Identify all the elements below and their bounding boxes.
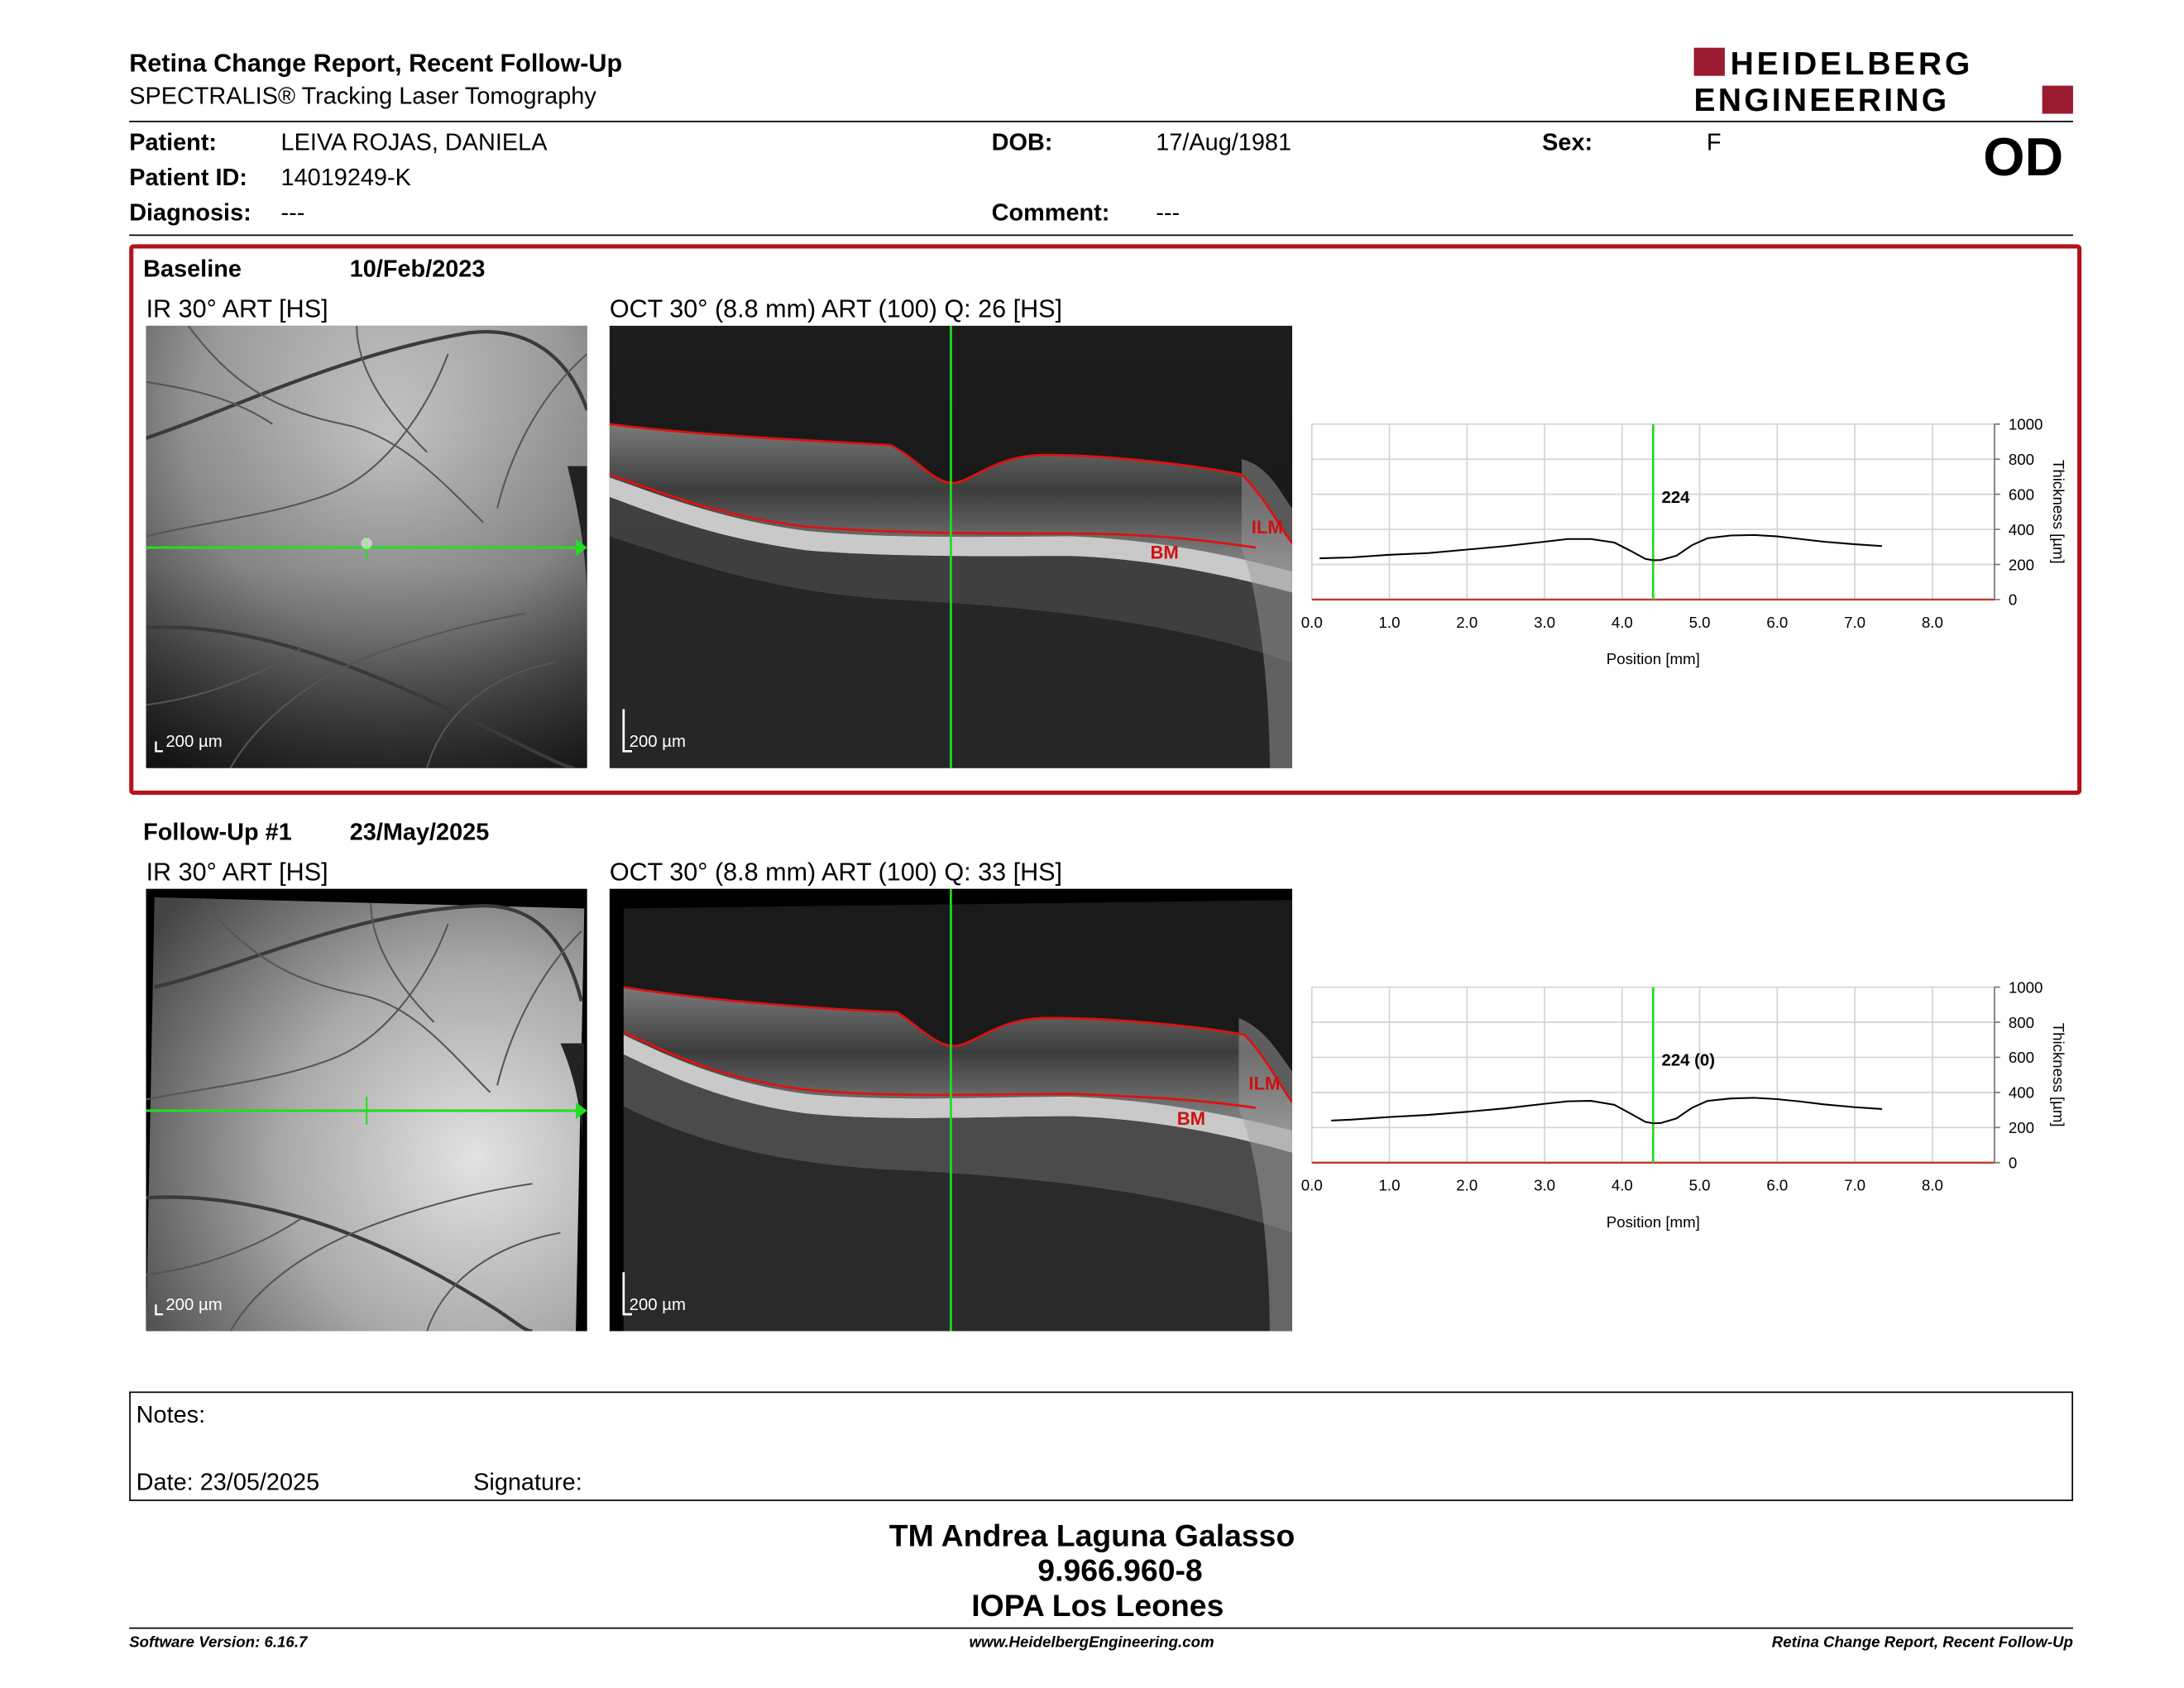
x-tick-label: 6.0 bbox=[1766, 614, 1788, 631]
x-tick-label: 7.0 bbox=[1844, 614, 1866, 631]
cursor-value-label: 224 bbox=[1661, 489, 1690, 507]
notes-label: Notes: bbox=[136, 1401, 206, 1428]
footer-website[interactable]: www.HeidelbergEngineering.com bbox=[969, 1634, 1214, 1652]
patient-id-label: Patient ID: bbox=[129, 164, 247, 191]
notes-box bbox=[129, 1391, 2073, 1501]
thickness-series-line bbox=[1331, 1097, 1882, 1125]
diagnosis-value: --- bbox=[280, 199, 305, 227]
sex-value: F bbox=[1706, 129, 1722, 156]
dob-label: DOB: bbox=[991, 129, 1053, 156]
baseline-ir-scale: 200 µm bbox=[165, 731, 223, 752]
y-axis-label: Thickness [µm] bbox=[2050, 460, 2067, 564]
x-tick-label: 3.0 bbox=[1534, 1177, 1555, 1194]
footer-report-name: Retina Change Report, Recent Follow-Up bbox=[1771, 1634, 2073, 1652]
y-tick-label: 200 bbox=[2009, 1119, 2034, 1136]
x-tick-label: 0.0 bbox=[1301, 614, 1323, 631]
baseline-oct-image: ILM BM 200 µm bbox=[609, 325, 1292, 768]
x-tick-label: 1.0 bbox=[1379, 614, 1401, 631]
comment-label: Comment: bbox=[991, 199, 1110, 227]
thickness-series-line bbox=[1320, 533, 1882, 562]
followup-ir-image: 200 µm bbox=[146, 888, 587, 1332]
header-rule bbox=[129, 121, 2073, 122]
baseline-highlight-box bbox=[129, 244, 2082, 795]
x-tick-label: 5.0 bbox=[1689, 1177, 1711, 1194]
y-axis-label: Thickness [µm] bbox=[2050, 1023, 2067, 1127]
followup-ir-scale: 200 µm bbox=[165, 1294, 223, 1315]
patient-label: Patient: bbox=[129, 129, 218, 156]
x-tick-label: 8.0 bbox=[1922, 614, 1943, 631]
y-tick-label: 0 bbox=[2009, 591, 2017, 609]
x-tick-label: 0.0 bbox=[1301, 1177, 1323, 1194]
followup-date: 23/May/2025 bbox=[349, 818, 490, 846]
baseline-oct-scale: 200 µm bbox=[629, 731, 686, 752]
svg-text:BM: BM bbox=[1177, 1108, 1205, 1129]
eye-indicator: OD bbox=[1983, 129, 2064, 189]
comment-value: --- bbox=[1156, 199, 1181, 227]
y-tick-label: 400 bbox=[2009, 1084, 2034, 1102]
svg-text:ILM: ILM bbox=[1248, 1073, 1280, 1093]
notes-date: Date: 23/05/2025 bbox=[136, 1468, 320, 1496]
diagnosis-label: Diagnosis: bbox=[129, 199, 251, 227]
svg-text:BM: BM bbox=[1150, 543, 1178, 563]
x-tick-label: 3.0 bbox=[1534, 614, 1555, 631]
y-tick-label: 400 bbox=[2009, 521, 2034, 538]
svg-text:HEIDELBERG: HEIDELBERG bbox=[1731, 46, 1973, 82]
x-tick-label: 2.0 bbox=[1456, 614, 1478, 631]
y-tick-label: 1000 bbox=[2009, 978, 2043, 996]
svg-text:ENGINEERING: ENGINEERING bbox=[1694, 83, 1950, 117]
x-tick-label: 1.0 bbox=[1379, 1177, 1401, 1194]
followup-oct-image: ILM BM 200 µm bbox=[609, 888, 1292, 1332]
y-tick-label: 600 bbox=[2009, 485, 2034, 503]
followup-label: Follow-Up #1 bbox=[143, 818, 292, 846]
baseline-label: Baseline bbox=[143, 255, 242, 283]
baseline-oct-title: OCT 30° (8.8 mm) ART (100) Q: 26 [HS] bbox=[609, 294, 1063, 323]
baseline-thickness-chart: 0 200 400 600 800 1000 0.0 1.0 2.0 3.0 4.0 5.0 6.0 7.… bbox=[1301, 416, 2067, 668]
dob-value: 17/Aug/1981 bbox=[1156, 129, 1291, 156]
signature-org: IOPA Los Leones bbox=[971, 1588, 1224, 1623]
y-tick-label: 600 bbox=[2009, 1049, 2034, 1066]
y-tick-label: 1000 bbox=[2009, 416, 2043, 433]
x-tick-label: 5.0 bbox=[1689, 614, 1711, 631]
followup-oct-scale: 200 µm bbox=[629, 1294, 686, 1315]
sex-label: Sex: bbox=[1542, 129, 1593, 156]
heidelberg-logo: HEIDELBERG ENGINEERING bbox=[1693, 46, 2073, 117]
x-tick-label: 2.0 bbox=[1456, 1177, 1478, 1194]
x-axis-label: Position [mm] bbox=[1607, 1213, 1700, 1231]
x-tick-label: 8.0 bbox=[1922, 1177, 1943, 1194]
patient-name: LEIVA ROJAS, DANIELA bbox=[280, 129, 548, 156]
patient-id: 14019249-K bbox=[280, 164, 411, 191]
y-tick-label: 800 bbox=[2009, 451, 2034, 468]
report-title: Retina Change Report, Recent Follow-Up bbox=[129, 49, 623, 78]
signature-name: TM Andrea Laguna Galasso bbox=[888, 1518, 1296, 1553]
x-tick-label: 4.0 bbox=[1612, 1177, 1633, 1194]
followup-ir-title: IR 30° ART [HS] bbox=[146, 858, 328, 887]
y-tick-label: 0 bbox=[2009, 1155, 2017, 1172]
cursor-value-label: 224 (0) bbox=[1661, 1052, 1715, 1070]
x-tick-label: 7.0 bbox=[1844, 1177, 1866, 1194]
footer-rule bbox=[129, 1627, 2073, 1629]
x-tick-label: 6.0 bbox=[1766, 1177, 1788, 1194]
signature-id: 9.966.960-8 bbox=[1037, 1552, 1203, 1589]
footer-software: Software Version: 6.16.7 bbox=[129, 1634, 308, 1652]
patient-rule bbox=[129, 234, 2073, 237]
followup-thickness-chart: 0 200 400 600 800 1000 0.0 1.0 2.0 3.0 4.0 5.0 6.0 7.… bbox=[1301, 978, 2067, 1231]
baseline-ir-title: IR 30° ART [HS] bbox=[146, 294, 328, 323]
svg-text:ILM: ILM bbox=[1252, 517, 1283, 538]
baseline-date: 10/Feb/2023 bbox=[349, 255, 486, 283]
x-tick-label: 4.0 bbox=[1612, 614, 1633, 631]
y-tick-label: 200 bbox=[2009, 556, 2034, 573]
signature-label: Signature: bbox=[473, 1468, 582, 1496]
followup-oct-title: OCT 30° (8.8 mm) ART (100) Q: 33 [HS] bbox=[609, 858, 1063, 887]
baseline-ir-image: 200 µm bbox=[146, 325, 587, 768]
x-axis-label: Position [mm] bbox=[1607, 650, 1700, 667]
y-tick-label: 800 bbox=[2009, 1014, 2034, 1031]
report-subtitle: SPECTRALIS® Tracking Laser Tomography bbox=[129, 83, 596, 110]
